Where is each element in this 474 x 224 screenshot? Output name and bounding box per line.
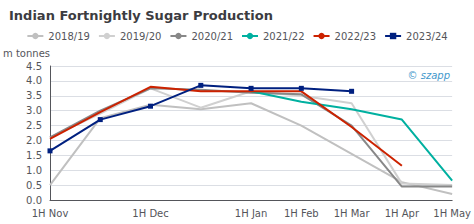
- svg-text:1H Feb: 1H Feb: [284, 208, 319, 219]
- svg-text:2.5: 2.5: [26, 120, 42, 131]
- svg-text:2021/22: 2021/22: [263, 31, 305, 42]
- svg-text:1H Apr: 1H Apr: [385, 208, 420, 219]
- svg-text:2.0: 2.0: [26, 135, 42, 146]
- svg-text:2018/19: 2018/19: [48, 31, 90, 42]
- svg-text:4.5: 4.5: [26, 61, 42, 72]
- svg-text:m tonnes: m tonnes: [3, 48, 50, 59]
- svg-text:2020/21: 2020/21: [191, 31, 233, 42]
- svg-text:1H Mar: 1H Mar: [334, 208, 371, 219]
- svg-text:1H Jan: 1H Jan: [235, 208, 267, 219]
- svg-text:© szapp: © szapp: [408, 70, 450, 81]
- svg-text:2019/20: 2019/20: [120, 31, 162, 42]
- svg-text:2022/23: 2022/23: [335, 31, 377, 42]
- svg-text:1.5: 1.5: [26, 150, 42, 161]
- svg-text:4.0: 4.0: [26, 75, 42, 86]
- svg-text:2023/24: 2023/24: [406, 31, 448, 42]
- svg-text:1H Nov: 1H Nov: [32, 208, 69, 219]
- svg-text:0.5: 0.5: [26, 180, 42, 191]
- svg-text:Indian Fortnightly Sugar Produ: Indian Fortnightly Sugar Production: [9, 8, 273, 23]
- svg-text:3.5: 3.5: [26, 90, 42, 101]
- svg-text:1.0: 1.0: [26, 165, 42, 176]
- svg-text:3.0: 3.0: [26, 105, 42, 116]
- svg-text:0.0: 0.0: [26, 195, 42, 206]
- svg-text:1H Dec: 1H Dec: [132, 208, 168, 219]
- svg-text:1H May: 1H May: [433, 208, 471, 219]
